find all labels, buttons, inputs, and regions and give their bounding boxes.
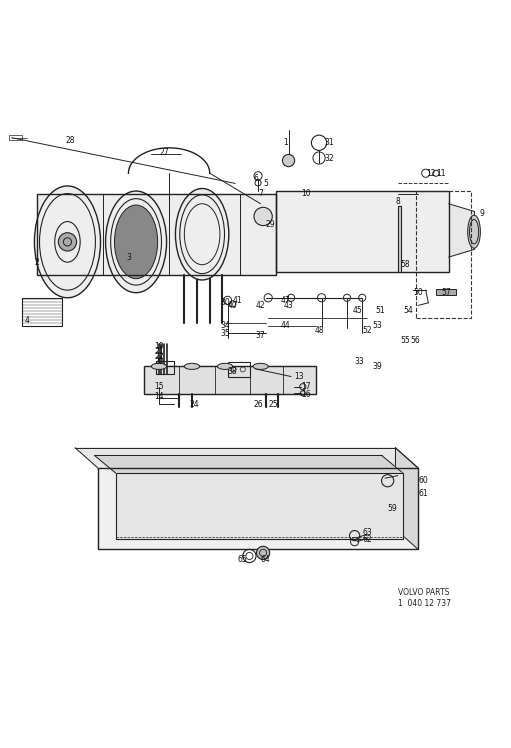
Text: 43: 43 — [284, 301, 293, 310]
Text: 29: 29 — [266, 220, 275, 229]
Text: 58: 58 — [401, 260, 410, 269]
Text: 32: 32 — [324, 153, 334, 162]
Text: 27: 27 — [159, 148, 169, 157]
Text: 8: 8 — [396, 197, 400, 206]
Circle shape — [257, 546, 270, 560]
Polygon shape — [276, 191, 449, 272]
Text: 35: 35 — [220, 329, 230, 338]
Ellipse shape — [151, 364, 167, 370]
Ellipse shape — [34, 186, 101, 298]
Text: 50: 50 — [413, 288, 423, 297]
Text: 55: 55 — [401, 337, 410, 346]
Polygon shape — [37, 194, 276, 275]
Circle shape — [254, 207, 272, 226]
Text: 53: 53 — [373, 321, 382, 330]
Ellipse shape — [468, 215, 480, 248]
Text: 25: 25 — [268, 400, 278, 409]
Bar — [37, 194, 276, 275]
Text: 19: 19 — [154, 342, 164, 351]
Text: 14: 14 — [154, 393, 164, 402]
Text: 48: 48 — [314, 326, 324, 335]
Text: 15: 15 — [154, 382, 164, 391]
Text: 9: 9 — [479, 209, 484, 218]
Text: 2: 2 — [35, 258, 39, 267]
Text: 56: 56 — [411, 337, 421, 346]
Text: 26: 26 — [253, 400, 263, 409]
Polygon shape — [98, 468, 418, 549]
Text: 51: 51 — [375, 306, 385, 315]
Text: 21: 21 — [154, 346, 164, 355]
Text: 44: 44 — [281, 321, 291, 330]
Ellipse shape — [106, 191, 167, 292]
Bar — [22, 298, 62, 325]
Text: 4: 4 — [25, 316, 29, 325]
Polygon shape — [449, 203, 474, 257]
Text: 63: 63 — [362, 528, 372, 537]
Bar — [227, 362, 250, 376]
Text: 5: 5 — [263, 179, 268, 188]
Text: 65: 65 — [238, 555, 248, 564]
Bar — [415, 191, 472, 318]
Text: 62: 62 — [362, 535, 372, 544]
Text: 3: 3 — [126, 253, 131, 262]
Text: 6: 6 — [253, 174, 258, 183]
Polygon shape — [95, 456, 403, 473]
Text: 12: 12 — [426, 169, 435, 178]
Ellipse shape — [114, 205, 158, 279]
Bar — [398, 206, 401, 272]
Text: 47: 47 — [281, 295, 291, 304]
Text: 11: 11 — [436, 169, 446, 178]
Text: 34: 34 — [220, 321, 230, 330]
Bar — [144, 367, 316, 394]
Text: 13: 13 — [294, 372, 304, 381]
Text: 59: 59 — [388, 504, 398, 513]
Bar — [156, 361, 174, 374]
Text: 10: 10 — [301, 189, 311, 198]
Text: 38: 38 — [228, 367, 238, 376]
Text: 31: 31 — [324, 138, 334, 147]
Text: 24: 24 — [190, 400, 199, 409]
Text: 7: 7 — [258, 189, 263, 198]
Text: 60: 60 — [419, 476, 428, 485]
Polygon shape — [115, 473, 403, 539]
Text: 57: 57 — [441, 288, 451, 297]
Text: 33: 33 — [355, 357, 364, 366]
Polygon shape — [75, 448, 418, 468]
Text: 16: 16 — [301, 390, 311, 399]
Polygon shape — [396, 448, 418, 549]
Ellipse shape — [175, 188, 229, 280]
Circle shape — [283, 154, 295, 167]
Text: 39: 39 — [373, 362, 382, 371]
Text: 1: 1 — [284, 138, 288, 147]
Text: VOLVO PARTS
1  040 12 737: VOLVO PARTS 1 040 12 737 — [398, 589, 451, 608]
Text: 22: 22 — [154, 352, 164, 361]
Text: 20: 20 — [154, 357, 164, 366]
Circle shape — [58, 233, 77, 251]
Text: 40: 40 — [228, 301, 238, 310]
Bar — [9, 135, 22, 140]
Polygon shape — [144, 367, 316, 394]
Text: 54: 54 — [403, 306, 413, 315]
Bar — [276, 191, 449, 272]
Text: 37: 37 — [256, 331, 265, 340]
Text: 28: 28 — [65, 135, 75, 144]
Text: 45: 45 — [352, 306, 362, 315]
Text: 61: 61 — [419, 489, 428, 498]
Text: 17: 17 — [301, 382, 311, 391]
Ellipse shape — [217, 364, 233, 370]
Ellipse shape — [184, 364, 200, 370]
Text: 52: 52 — [362, 326, 372, 335]
Bar — [115, 473, 403, 539]
Text: 64: 64 — [261, 555, 270, 564]
Text: 42: 42 — [256, 301, 265, 310]
Ellipse shape — [253, 364, 268, 370]
Text: 41: 41 — [233, 295, 243, 304]
Bar — [436, 289, 456, 295]
Bar — [98, 468, 418, 549]
Text: 30: 30 — [220, 298, 230, 307]
